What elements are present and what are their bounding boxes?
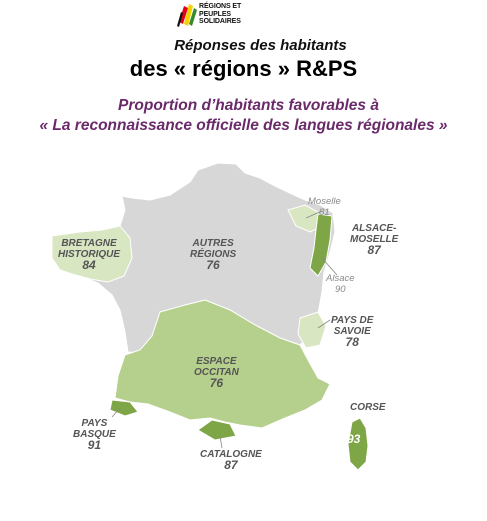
region-alsace	[309, 213, 333, 277]
label-alsace-name: Alsace	[326, 273, 355, 284]
region-pays-de-savoie	[297, 311, 327, 349]
rps-logo-mark-icon	[177, 4, 197, 27]
label-moselle: Moselle 81	[308, 196, 341, 218]
leader-line-savoie	[317, 319, 331, 329]
label-alsace-moselle-line-1: ALSACE-	[351, 223, 397, 234]
value-alsace-moselle: 87	[367, 243, 381, 257]
label-autres-line-2: RÉGIONS	[190, 249, 237, 260]
label-espace-occitan: ESPACE OCCITAN 76	[194, 356, 239, 389]
rps-logo-text: RÉGIONS ET PEUPLES SOLIDAIRES	[199, 3, 241, 26]
label-corse-name: CORSE	[350, 402, 386, 413]
label-occitan-line-1: ESPACE	[196, 356, 237, 367]
label-alsace-moselle-line-2: MOSELLE	[350, 234, 399, 245]
subtitle-line-2: « La reconnaissance officielle des langu…	[39, 117, 448, 134]
rps-logo: RÉGIONS ET PEUPLES SOLIDAIRES	[177, 2, 261, 28]
header-line-2: des « régions » R&PS	[129, 56, 358, 81]
logo-line-2: PEUPLES	[199, 10, 231, 18]
value-pays-basque: 91	[87, 438, 102, 452]
region-pays-basque	[109, 399, 139, 417]
logo-line-3: SOLIDAIRES	[199, 18, 241, 25]
value-corse: 93	[347, 432, 361, 446]
subtitle-line-1: Proportion d’habitants favorables à	[118, 97, 379, 114]
region-corse	[347, 417, 369, 471]
label-savoie-line-2: SAVOIE	[333, 326, 371, 337]
value-moselle: 81	[319, 207, 330, 218]
label-catalogne-name: CATALOGNE	[200, 449, 262, 460]
leader-line-catalogne	[219, 435, 223, 449]
label-alsace-moselle: ALSACE- MOSELLE 87	[350, 223, 398, 256]
value-bretagne: 84	[82, 258, 96, 272]
value-catalogne: 87	[224, 458, 238, 472]
region-espace-occitan	[114, 299, 331, 429]
label-basque-line-1: PAYS	[81, 418, 108, 429]
label-catalogne: CATALOGNE 87	[200, 449, 262, 471]
leader-line-alsace	[321, 257, 338, 276]
label-moselle-name: Moselle	[308, 196, 341, 207]
label-savoie-line-1: PAYS DE	[331, 315, 374, 326]
leader-line-basque	[111, 407, 121, 418]
logo-line-1: RÉGIONS ET	[199, 3, 242, 10]
label-autres-line-1: AUTRES	[192, 238, 234, 249]
label-corse: CORSE	[350, 402, 386, 413]
region-bretagne	[51, 225, 133, 283]
label-basque-line-2: BASQUE	[73, 429, 116, 440]
value-alsace: 90	[334, 284, 346, 295]
region-catalogne	[197, 419, 237, 441]
label-alsace: Alsace 90	[326, 273, 355, 295]
label-autres-regions: AUTRES RÉGIONS 76	[190, 238, 236, 271]
value-autres-regions: 76	[206, 258, 220, 272]
label-pays-basque: PAYS BASQUE 91	[73, 418, 116, 451]
leader-line-moselle	[305, 210, 323, 219]
label-bretagne-line-2: HISTORIQUE	[58, 249, 121, 260]
label-occitan-line-2: OCCITAN	[194, 367, 239, 378]
label-bretagne: BRETAGNE HISTORIQUE 84	[58, 238, 120, 271]
label-pays-de-savoie: PAYS DE SAVOIE 78	[331, 315, 373, 348]
label-bretagne-line-1: BRETAGNE	[61, 238, 117, 249]
value-pays-de-savoie: 78	[345, 335, 359, 349]
value-espace-occitan: 76	[209, 376, 224, 390]
header-line-1: Réponses des habitants	[174, 37, 347, 54]
